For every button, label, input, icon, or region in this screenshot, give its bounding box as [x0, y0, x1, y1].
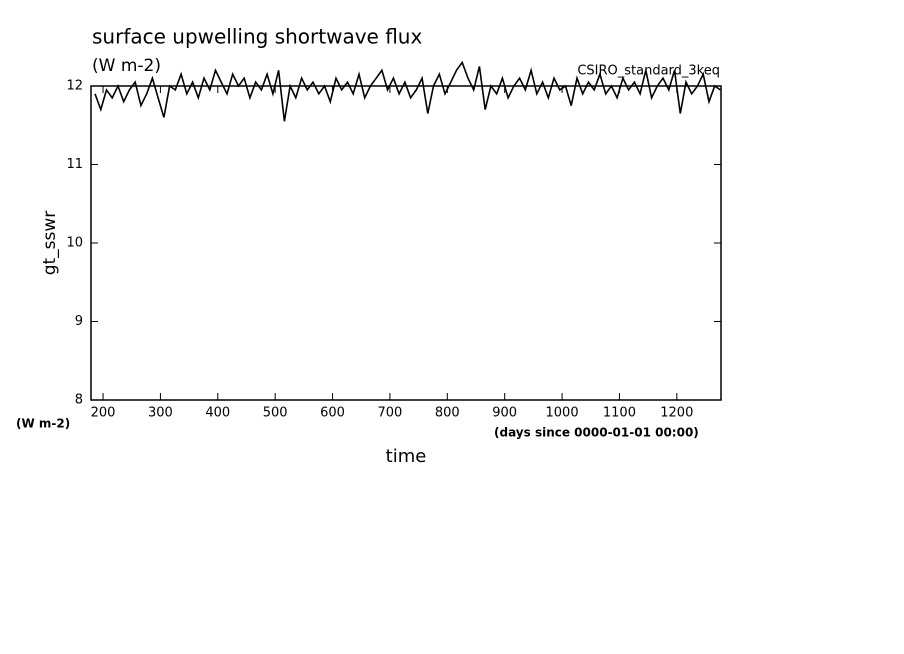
x-tick-label: 1000 [546, 406, 579, 421]
subtitle: (W m-2) [92, 56, 161, 76]
chart-title: surface upwelling shortwave flux [92, 25, 422, 49]
x-tick-label: 200 [91, 406, 116, 421]
x-tick-label: 600 [320, 406, 345, 421]
annotation: CSIRO_standard_3keq [577, 64, 720, 79]
y-unit: (W m-2) [16, 417, 70, 431]
y-tick-label: 8 [75, 393, 83, 408]
x-tick-label: 800 [435, 406, 460, 421]
x-tick-label: 300 [148, 406, 173, 421]
x-tick-label: 400 [205, 406, 230, 421]
x-axis-label: time [386, 446, 427, 467]
data-line [94, 60, 721, 122]
y-tick-label: 9 [75, 314, 83, 329]
x-tick-label: 700 [378, 406, 403, 421]
x-unit: (days since 0000-01-01 00:00) [494, 426, 699, 440]
x-tick-label: 1200 [660, 406, 693, 421]
x-tick-label: 500 [263, 406, 288, 421]
y-tick-label: 10 [66, 236, 83, 251]
y-tick-label: 11 [66, 157, 83, 172]
y-tick-label: 12 [66, 79, 83, 94]
x-tick-label: 900 [492, 406, 517, 421]
y-axis-label: gt_sswr [40, 211, 60, 276]
x-tick-label: 1100 [603, 406, 636, 421]
